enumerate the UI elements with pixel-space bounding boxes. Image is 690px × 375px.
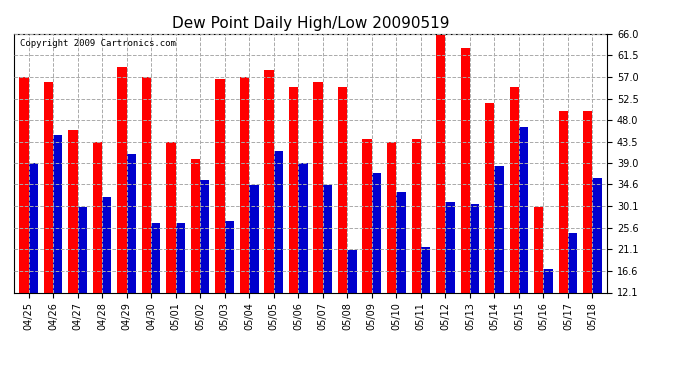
Bar — [559, 111, 568, 292]
Bar — [583, 111, 593, 292]
Bar — [191, 159, 200, 292]
Title: Dew Point Daily High/Low 20090519: Dew Point Daily High/Low 20090519 — [172, 16, 449, 31]
Bar — [544, 269, 553, 292]
Bar — [445, 202, 455, 292]
Bar — [436, 34, 445, 292]
Bar — [298, 164, 308, 292]
Bar — [274, 152, 283, 292]
Bar — [421, 248, 430, 292]
Bar — [28, 164, 38, 292]
Bar — [240, 77, 249, 292]
Bar — [338, 87, 347, 292]
Bar — [176, 224, 185, 292]
Bar — [347, 250, 357, 292]
Bar — [372, 173, 381, 292]
Bar — [534, 207, 544, 292]
Bar — [519, 128, 529, 292]
Bar — [151, 224, 161, 292]
Bar — [387, 142, 396, 292]
Bar — [510, 87, 519, 292]
Bar — [289, 87, 298, 292]
Bar — [68, 130, 77, 292]
Bar — [362, 140, 372, 292]
Bar — [92, 142, 102, 292]
Bar — [460, 48, 470, 292]
Bar — [215, 80, 225, 292]
Bar — [43, 82, 53, 292]
Bar — [568, 233, 578, 292]
Bar — [53, 135, 62, 292]
Bar — [323, 185, 332, 292]
Bar — [19, 77, 28, 292]
Bar — [485, 104, 495, 292]
Bar — [77, 207, 87, 292]
Bar — [411, 140, 421, 292]
Bar — [593, 178, 602, 292]
Bar — [225, 221, 234, 292]
Bar — [102, 197, 111, 292]
Bar — [495, 166, 504, 292]
Bar — [264, 70, 274, 292]
Bar — [470, 204, 479, 292]
Bar — [166, 142, 176, 292]
Bar — [313, 82, 323, 292]
Text: Copyright 2009 Cartronics.com: Copyright 2009 Cartronics.com — [20, 39, 176, 48]
Bar — [126, 154, 136, 292]
Bar — [249, 185, 259, 292]
Bar — [117, 68, 126, 292]
Bar — [396, 192, 406, 292]
Bar — [142, 77, 151, 292]
Bar — [200, 180, 210, 292]
